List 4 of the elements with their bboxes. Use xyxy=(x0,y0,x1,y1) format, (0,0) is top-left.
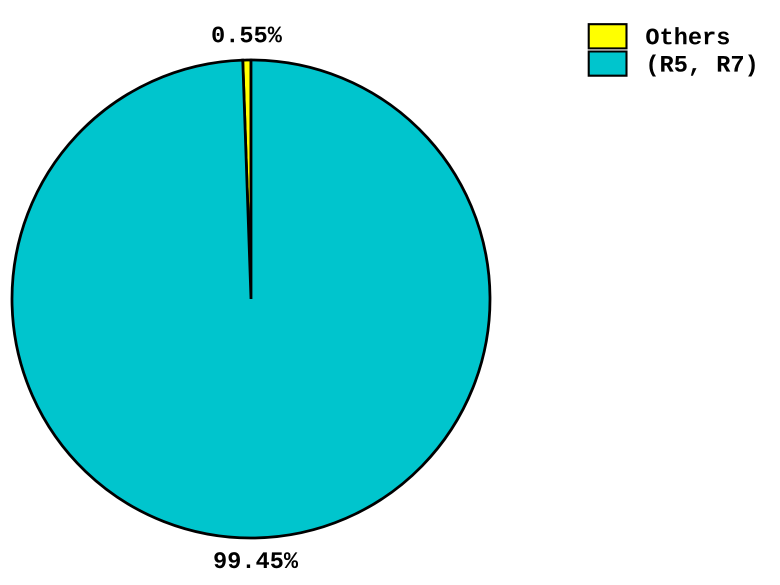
legend-label: Others xyxy=(646,27,729,44)
data-label: 0.55% xyxy=(212,26,282,42)
data-label: 99.45% xyxy=(214,552,298,568)
legend-label: (R5, R7) xyxy=(649,54,755,76)
